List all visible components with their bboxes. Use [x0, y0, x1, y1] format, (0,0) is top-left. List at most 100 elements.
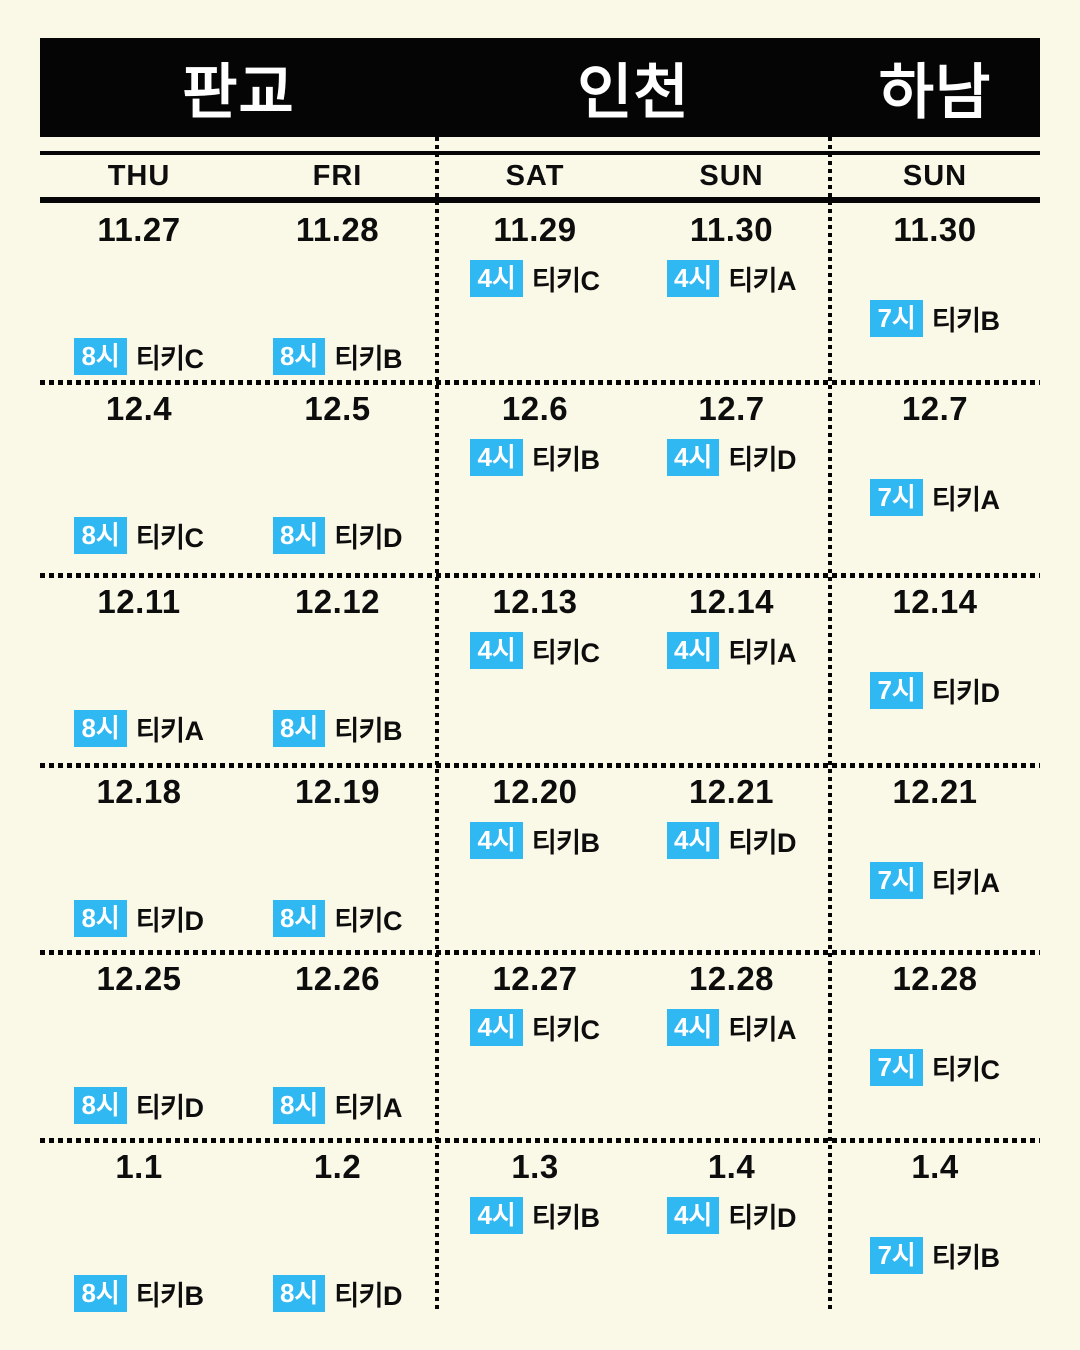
- schedule-cell: 12.11 8시 티키A: [40, 575, 238, 765]
- time-badge: 8시: [272, 1087, 326, 1124]
- schedule-cell: 1.1 8시 티키B: [40, 1140, 238, 1312]
- showtime: 8시 티키C: [40, 516, 238, 555]
- date-label: 11.27: [97, 211, 181, 248]
- date-label: 1.3: [511, 1148, 559, 1185]
- schedule-cell: 11.27 8시 티키C: [40, 203, 238, 382]
- time-badge: 4시: [666, 1197, 720, 1234]
- schedule-cell: 12.5 8시 티키D: [238, 382, 437, 575]
- showtime: 8시 티키D: [40, 899, 238, 938]
- date-label: 12.12: [294, 583, 381, 620]
- date-label: 12.14: [892, 583, 978, 620]
- venue-pangyo: 판교: [182, 59, 295, 126]
- showtime: 7시 티키A: [830, 861, 1040, 900]
- time-badge: 4시: [666, 632, 720, 669]
- time-badge: 7시: [870, 672, 923, 709]
- time-badge: 4시: [666, 822, 720, 859]
- ticket-label: 티키D: [135, 1093, 204, 1123]
- ticket-label: 티키C: [135, 523, 204, 553]
- showtime: 4시 티키D: [633, 821, 830, 860]
- showtime: 8시 티키C: [40, 337, 238, 376]
- date-label: 11.30: [689, 211, 774, 248]
- ticket-label: 티키C: [334, 906, 403, 936]
- showtime: 8시 티키A: [40, 709, 238, 748]
- showtime: 8시 티키A: [238, 1086, 437, 1125]
- date-label: 12.7: [698, 390, 765, 427]
- time-badge: 8시: [272, 1275, 326, 1312]
- showtime: 4시 티키B: [437, 1196, 633, 1235]
- ticket-label: 티키D: [334, 523, 403, 553]
- date-label: 12.28: [892, 960, 978, 997]
- showtime: 4시 티키A: [633, 259, 830, 298]
- schedule-cell: 12.26 8시 티키A: [238, 952, 437, 1140]
- ticket-label: 티키B: [531, 828, 600, 858]
- schedule-cell: 12.25 8시 티키D: [40, 952, 238, 1140]
- day-header-sat: SAT: [505, 159, 565, 192]
- week-row: 12.4 8시 티키C 12.5 8시 티키D 12.6 4시 티키B: [40, 382, 1040, 578]
- schedule-cell: 1.3 4시 티키B: [437, 1140, 633, 1310]
- showtime: 4시 티키C: [437, 1008, 633, 1047]
- schedule-cell: 1.4 4시 티키D: [633, 1140, 830, 1310]
- venue-incheon: 인천: [577, 59, 690, 126]
- schedule-cell: 11.28 8시 티키B: [238, 203, 437, 382]
- day-header-fri: FRI: [312, 159, 363, 192]
- schedule-cell: 12.21 7시 티키A: [830, 765, 1040, 952]
- time-badge: 4시: [470, 632, 523, 669]
- schedule-cell: 1.4 7시 티키B: [830, 1140, 1040, 1310]
- schedule-cell: 12.14 4시 티키A: [633, 575, 830, 765]
- schedule-cell: 11.29 4시 티키C: [437, 203, 633, 382]
- date-label: 11.30: [893, 211, 977, 248]
- showtime: 7시 티키B: [830, 1236, 1040, 1275]
- divider-line-top: [40, 151, 1040, 155]
- time-badge: 8시: [74, 900, 127, 937]
- date-label: 11.28: [295, 211, 380, 248]
- vertical-dotted-separator-pangyo-incheon: [435, 137, 439, 1312]
- schedule-cell: 12.7 4시 티키D: [633, 382, 830, 575]
- day-header-row: THU FRI SAT SUN SUN: [40, 155, 1040, 197]
- date-label: 12.13: [492, 583, 578, 620]
- date-label: 12.21: [892, 773, 978, 810]
- time-badge: 4시: [470, 260, 523, 297]
- date-label: 12.14: [688, 583, 775, 620]
- ticket-label: 티키B: [334, 716, 403, 746]
- date-label: 12.6: [501, 390, 569, 427]
- date-label: 12.4: [105, 390, 173, 427]
- schedule-cell: 12.14 7시 티키D: [830, 575, 1040, 765]
- schedule-cell: 12.28 7시 티키C: [830, 952, 1040, 1140]
- date-label: 12.27: [492, 960, 578, 997]
- schedule-cell: 12.19 8시 티키C: [238, 765, 437, 952]
- time-badge: 8시: [272, 900, 326, 937]
- showtime: 7시 티키D: [830, 671, 1040, 710]
- ticket-label: 티키D: [728, 445, 797, 475]
- ticket-label: 티키C: [531, 1015, 600, 1045]
- date-label: 12.28: [688, 960, 775, 997]
- schedule-cell: 11.30 4시 티키A: [633, 203, 830, 382]
- ticket-label: 티키A: [931, 868, 1000, 898]
- time-badge: 7시: [870, 300, 923, 337]
- showtime: 8시 티키B: [238, 709, 437, 748]
- schedule-cell: 12.7 7시 티키A: [830, 382, 1040, 575]
- schedule-cell: 12.28 4시 티키A: [633, 952, 830, 1140]
- ticket-label: 티키A: [931, 485, 1000, 515]
- showtime: 4시 티키D: [633, 1196, 830, 1235]
- showtime: 8시 티키C: [238, 899, 437, 938]
- ticket-label: 티키D: [931, 678, 1000, 708]
- ticket-label: 티키A: [135, 716, 204, 746]
- ticket-label: 티키C: [531, 266, 600, 296]
- schedule-cell: 11.30 7시 티키B: [830, 203, 1040, 382]
- time-badge: 4시: [666, 439, 720, 476]
- ticket-label: 티키A: [728, 266, 797, 296]
- date-label: 12.26: [294, 960, 381, 997]
- vertical-dotted-separator-incheon-hanam: [828, 137, 832, 1312]
- time-badge: 8시: [74, 338, 127, 375]
- time-badge: 8시: [74, 1275, 127, 1312]
- showtime: 4시 티키A: [633, 1008, 830, 1047]
- day-header-thu: THU: [107, 159, 171, 192]
- venue-header-bar: 판교 인천 하남: [40, 38, 1040, 137]
- time-badge: 8시: [74, 517, 127, 554]
- ticket-label: 티키B: [334, 344, 403, 374]
- date-label: 12.19: [294, 773, 381, 810]
- time-badge: 4시: [666, 260, 720, 297]
- showtime: 4시 티키A: [633, 631, 830, 670]
- ticket-label: 티키C: [531, 638, 600, 668]
- ticket-label: 티키B: [931, 306, 1000, 336]
